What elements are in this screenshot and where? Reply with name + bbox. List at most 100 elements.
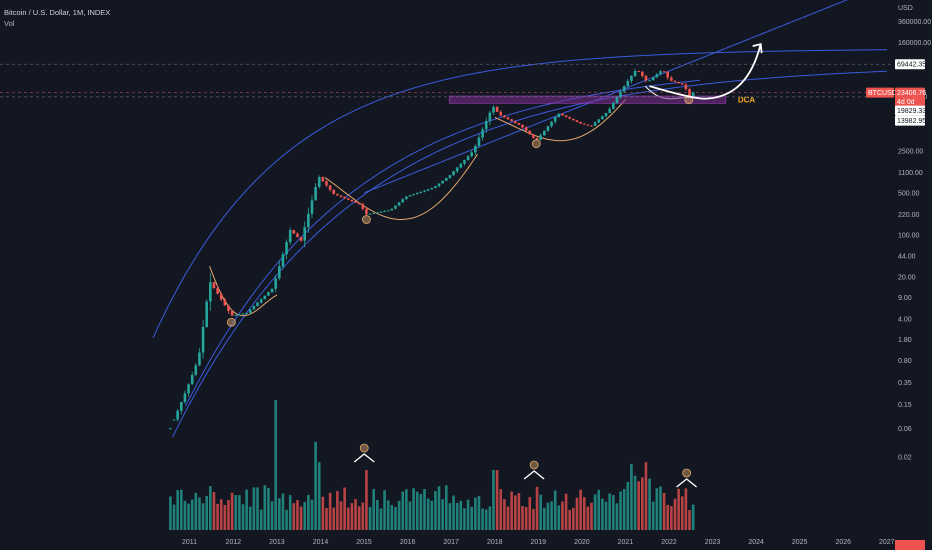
volume-bar [572,507,575,530]
volume-bar [328,492,332,530]
volume-bar [390,505,394,530]
candle-body [630,75,633,81]
price-level-lines [0,63,893,98]
chevron-up-icon [676,478,698,488]
volume-bar [550,501,553,530]
candle-body [426,189,430,191]
volume-bar [626,481,630,530]
volume-bar [386,500,390,530]
x-tick-label: 2012 [226,539,242,546]
candle-body [216,287,219,294]
volume-bar [459,500,463,530]
candle-body [328,185,332,190]
candle-body [187,384,190,394]
candle-body [557,113,561,118]
candle-body [372,212,375,214]
x-tick-label: 2023 [705,539,721,546]
volume-bar [448,503,452,530]
volume-bar [651,501,655,530]
volume-bar [259,509,263,530]
candle-body [299,237,303,241]
volume-bar [673,498,677,530]
candle-body [528,130,532,135]
cup-2014 [324,153,478,221]
candle-body [401,199,405,203]
y-tick-label: 0.06 [898,426,912,433]
volume-bar [495,470,499,530]
candle-body [310,200,314,214]
x-tick-label: 2015 [356,539,372,546]
volume-bar [557,505,561,530]
candle-body [176,410,179,420]
volume-bar [346,507,350,530]
candle-body [169,428,172,430]
x-tick-label: 2011 [182,539,197,546]
candle-body [553,117,557,122]
volume-bar [513,495,517,530]
volume-bar [423,488,426,530]
volume-bar [481,508,484,530]
candle-body [267,292,270,296]
candle-body [619,91,622,98]
volume-bar [579,489,582,530]
volume-bar [510,491,513,530]
candle-body [303,227,307,241]
volume-bar [394,507,397,530]
candle-body [532,134,535,138]
candle-body [230,311,234,316]
volume-bar [691,504,695,530]
x-tick-label: 2020 [574,539,590,546]
volume-bar [630,463,633,530]
volume-bar [172,504,176,530]
candle-body [466,156,470,160]
candle-body [604,113,608,117]
volume-bar [641,477,644,530]
volume-bar [488,506,492,530]
volume-bar [227,500,230,530]
volume-bar [586,506,590,530]
volume-bar [296,500,299,530]
volume-bar [470,506,474,530]
candle-body [470,152,474,157]
axis-currency-label: USD [898,5,913,12]
volume-bar [332,507,336,530]
x-tick-label: 2013 [269,539,285,546]
candle-body [441,180,444,184]
candle-body [691,92,695,97]
candle-body [680,83,684,85]
price-tag-bg [895,115,925,126]
volume-bar [477,495,481,530]
volume-bar [622,488,626,530]
volume-bar [492,470,495,530]
volume-bar [419,494,423,530]
candle-body [259,299,263,303]
volume-bar [441,499,444,530]
x-tick-label: 2018 [487,539,503,546]
candle-body [227,305,230,312]
candle-body [601,116,604,120]
candle-body [437,183,441,187]
candle-body [524,127,528,131]
low-marker-circle [531,139,541,149]
candle-body [292,230,296,234]
volume-bar [444,485,448,530]
volume-bar [205,495,208,530]
volume-bar [437,486,441,530]
y-tick-label: 1100.00 [898,170,923,177]
volume-bar [506,506,510,530]
volume-label: Vol [4,19,15,28]
candle-body [336,193,339,196]
volume-bar [648,478,651,530]
upper-channel-curve [152,49,887,339]
price-tag-label: 13982.95 [897,118,926,125]
x-tick-label: 2016 [400,539,416,546]
volume-bar [256,487,259,530]
volume-bar [528,497,532,530]
candle-body [317,176,321,187]
price-tag-bg [895,105,925,116]
volume-axis-tag [895,540,925,550]
candle-body [568,117,572,119]
candle-body [219,293,223,300]
